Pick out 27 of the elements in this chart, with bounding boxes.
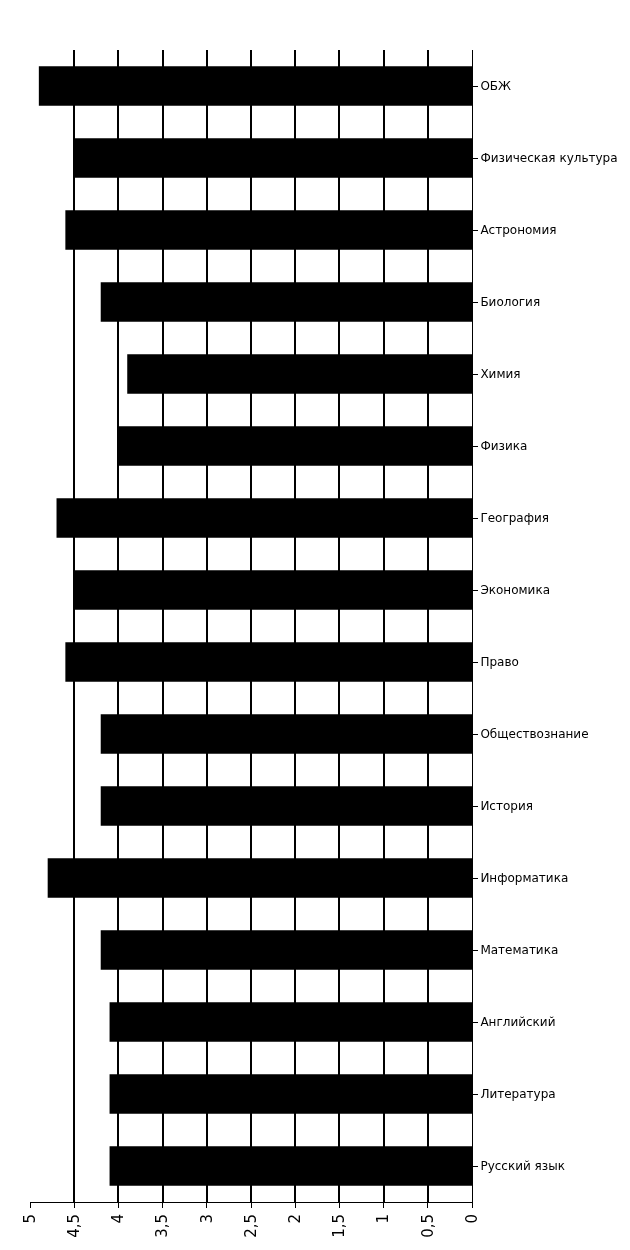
x-tick-label: 1,5 [330,1214,349,1238]
x-tick-label: 4 [109,1214,128,1224]
x-tick-label: 0 [462,1214,481,1224]
x-tick-label: 1 [374,1214,393,1224]
y-tick-label: Русский язык [480,1159,565,1174]
y-tick-label: География [480,511,550,526]
x-tick-label: 0,5 [418,1214,437,1238]
y-tick-label: История [480,799,533,814]
x-tick-label: 5 [20,1214,39,1224]
y-tick-label: Биология [480,295,541,310]
x-tick-label: 2 [286,1214,305,1224]
y-tick-label: Экономика [480,583,551,598]
y-tick-label: Английский [480,1015,556,1030]
y-tick-label: Химия [480,367,521,382]
x-tick-label: 3 [197,1214,216,1224]
y-tick-label: Обществознание [480,727,589,742]
x-tick-label: 4,5 [65,1214,84,1238]
y-tick-label: Астрономия [480,223,557,238]
x-tick-label: 3,5 [153,1214,172,1238]
y-tick-label: Литература [480,1087,556,1102]
y-tick-label: ОБЖ [480,79,512,94]
y-tick-label: Физическая культура [480,151,618,166]
y-tick-label: Физика [480,439,528,454]
y-tick-label: Математика [480,943,559,958]
y-tick-label: Право [480,655,519,670]
y-tick-label: Информатика [480,871,569,886]
x-tick-label: 2,5 [241,1214,260,1238]
